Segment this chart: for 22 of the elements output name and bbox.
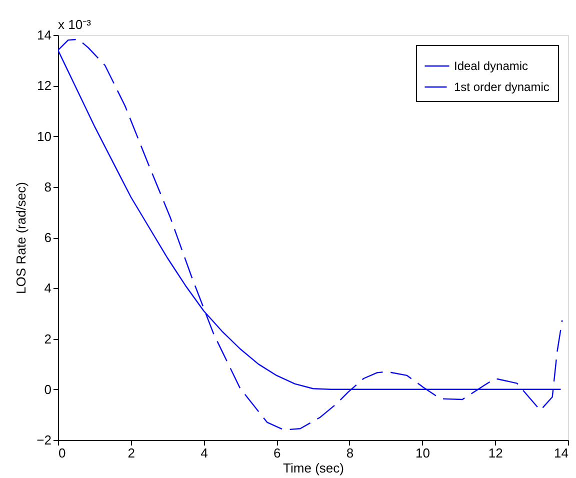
x-tick-label: 2 [128, 446, 135, 460]
x-tick-label: 12 [488, 446, 503, 460]
y-tick-label: 2 [44, 331, 52, 346]
text: x 10⁻³ [58, 17, 92, 32]
y-tick-label: 6 [44, 230, 52, 245]
y-tick-label: 10 [37, 128, 52, 144]
y-tick-label: 0 [44, 382, 52, 397]
y-tick-label: 12 [37, 78, 52, 94]
x-tick-label: 10 [416, 446, 430, 460]
x-tick-label: 8 [346, 446, 354, 460]
y-tick-label: −2 [36, 432, 52, 448]
legend-label: Ideal dynamic [454, 59, 528, 73]
y-tick-label: 8 [44, 179, 52, 194]
x-tick-label: 6 [273, 446, 281, 460]
x-tick-label: 14 [554, 446, 568, 460]
y-tick-label: 4 [44, 280, 52, 296]
legend-label: 1st order dynamic [454, 80, 550, 94]
y-tick-label: 14 [37, 28, 52, 42]
y-axis-title: LOS Rate (rad/sec) [14, 182, 29, 294]
x-tick-label: 4 [200, 446, 208, 460]
x-axis-title: Time (sec) [283, 460, 344, 476]
x-tick-label: 0 [58, 446, 66, 460]
